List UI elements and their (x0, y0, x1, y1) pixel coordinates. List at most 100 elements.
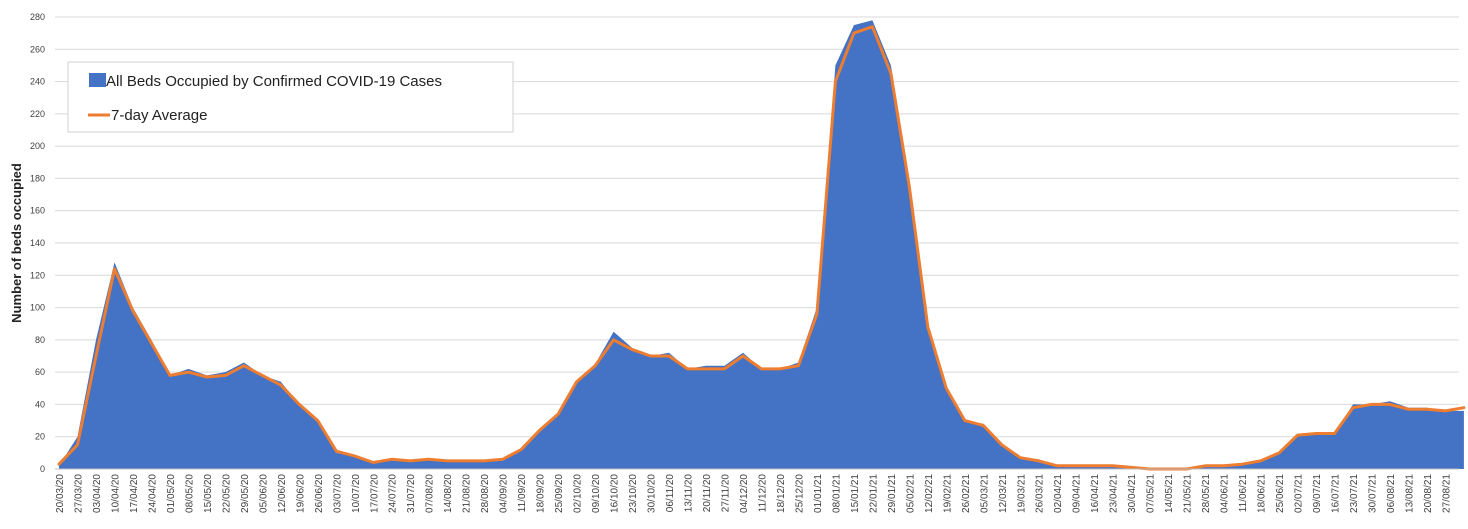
series-area-beds-occupied (59, 20, 1464, 469)
x-tick-label: 25/09/20 (554, 474, 565, 513)
legend: All Beds Occupied by Confirmed COVID-19 … (67, 61, 514, 133)
x-tick-label: 20/08/21 (1423, 474, 1434, 513)
x-tick-label: 22/05/20 (221, 474, 232, 513)
y-tick-label: 120 (30, 270, 45, 280)
x-tick-label: 23/04/21 (1109, 474, 1120, 513)
y-tick-label: 260 (30, 44, 45, 54)
x-tick-label: 03/04/20 (92, 474, 103, 513)
x-tick-label: 01/05/20 (166, 474, 177, 513)
y-tick-label: 280 (30, 12, 45, 22)
x-tick-label: 06/08/21 (1386, 474, 1397, 513)
x-tick-label: 07/05/21 (1146, 474, 1157, 513)
x-tick-label: 19/03/21 (1016, 474, 1027, 513)
x-tick-label: 09/07/21 (1312, 474, 1323, 513)
y-axis-label: Number of beds occupied (9, 163, 24, 323)
y-tick-label: 180 (30, 173, 45, 183)
x-tick-label: 05/02/21 (905, 474, 916, 513)
x-tick-label: 08/05/20 (184, 474, 195, 513)
x-tick-label: 05/06/20 (258, 474, 269, 513)
y-tick-label: 240 (30, 77, 45, 87)
y-tick-label: 100 (30, 303, 45, 313)
x-tick-label: 05/03/21 (979, 474, 990, 513)
x-tick-label: 16/07/21 (1331, 474, 1342, 513)
y-tick-label: 160 (30, 206, 45, 216)
x-tick-label: 30/07/21 (1367, 474, 1378, 513)
y-tick-label: 140 (30, 238, 45, 248)
x-tick-label: 18/09/20 (536, 474, 547, 513)
x-tick-label: 18/06/21 (1257, 474, 1268, 513)
x-tick-label: 12/02/21 (924, 474, 935, 513)
x-tick-label: 16/04/21 (1090, 474, 1101, 513)
x-tick-label: 10/04/20 (110, 474, 121, 513)
x-tick-label: 17/07/20 (369, 474, 380, 513)
x-tick-label: 12/06/20 (277, 474, 288, 513)
x-tick-label: 11/09/20 (517, 474, 528, 513)
x-tick-label: 21/08/20 (462, 474, 473, 513)
y-axis-ticks: 0 20 40 60 80 100 120 140 160 180 200 220 240 260 280 (30, 12, 45, 474)
x-tick-label: 24/04/20 (147, 474, 158, 513)
x-tick-label: 14/05/21 (1164, 474, 1175, 513)
x-tick-label: 20/11/20 (702, 474, 713, 513)
x-tick-label: 25/06/21 (1275, 474, 1286, 513)
x-tick-label: 23/07/21 (1349, 474, 1360, 513)
series-line-7-day-average (57, 25, 1466, 471)
x-tick-label: 06/11/20 (665, 474, 676, 513)
legend-label-area: All Beds Occupied by Confirmed COVID-19 … (106, 73, 442, 90)
x-tick-label: 24/07/20 (388, 474, 399, 513)
x-tick-label: 08/01/21 (831, 474, 842, 513)
x-tick-label: 29/05/20 (240, 474, 251, 513)
legend-label-average: 7-day Average (111, 107, 207, 124)
x-tick-label: 26/06/20 (314, 474, 325, 513)
x-tick-label: 13/08/21 (1404, 474, 1415, 513)
x-tick-label: 04/09/20 (499, 474, 510, 513)
y-tick-label: 60 (35, 367, 45, 377)
y-tick-label: 40 (35, 399, 45, 409)
x-tick-label: 27/08/21 (1441, 474, 1452, 513)
x-tick-label: 27/11/20 (720, 474, 731, 513)
x-tick-label: 17/04/20 (129, 474, 140, 513)
x-tick-label: 29/01/21 (887, 474, 898, 513)
x-tick-label: 28/08/20 (480, 474, 491, 513)
x-tick-label: 04/06/21 (1220, 474, 1231, 513)
legend-swatch-area (89, 73, 106, 87)
x-tick-label: 20/03/20 (55, 474, 66, 513)
legend-box (67, 61, 514, 133)
x-tick-label: 02/07/21 (1294, 474, 1305, 513)
x-tick-label: 04/12/20 (739, 474, 750, 513)
x-tick-label: 19/06/20 (295, 474, 306, 513)
x-tick-label: 18/12/20 (776, 474, 787, 513)
x-tick-label: 22/01/21 (868, 474, 879, 513)
x-tick-label: 23/10/20 (628, 474, 639, 513)
x-tick-label: 30/04/21 (1127, 474, 1138, 513)
x-tick-label: 26/03/21 (1035, 474, 1046, 513)
x-tick-label: 15/01/21 (850, 474, 861, 513)
y-tick-label: 0 (40, 464, 45, 474)
x-tick-label: 15/05/20 (203, 474, 214, 513)
x-tick-label: 11/06/21 (1238, 474, 1249, 513)
x-tick-label: 11/12/20 (757, 474, 768, 513)
x-tick-label: 09/04/21 (1072, 474, 1083, 513)
y-tick-label: 20 (35, 432, 45, 442)
x-tick-label: 25/12/20 (794, 474, 805, 513)
x-tick-label: 21/05/21 (1183, 474, 1194, 513)
series-layer (57, 20, 1466, 471)
x-tick-label: 26/02/21 (961, 474, 972, 513)
y-tick-label: 220 (30, 109, 45, 119)
x-tick-label: 13/11/20 (684, 474, 695, 513)
y-tick-label: 80 (35, 335, 45, 345)
x-tick-label: 30/10/20 (647, 474, 658, 513)
x-tick-label: 27/03/20 (73, 474, 84, 513)
x-tick-label: 28/05/21 (1201, 474, 1212, 513)
x-tick-label: 16/10/20 (610, 474, 621, 513)
x-tick-label: 02/04/21 (1053, 474, 1064, 513)
x-tick-label: 03/07/20 (332, 474, 343, 513)
x-tick-label: 07/08/20 (425, 474, 436, 513)
x-tick-label: 10/07/20 (351, 474, 362, 513)
y-tick-label: 200 (30, 141, 45, 151)
x-tick-label: 19/02/21 (942, 474, 953, 513)
x-tick-label: 01/01/21 (813, 474, 824, 513)
x-tick-label: 09/10/20 (591, 474, 602, 513)
x-tick-label: 02/10/20 (573, 474, 584, 513)
x-tick-label: 31/07/20 (406, 474, 417, 513)
